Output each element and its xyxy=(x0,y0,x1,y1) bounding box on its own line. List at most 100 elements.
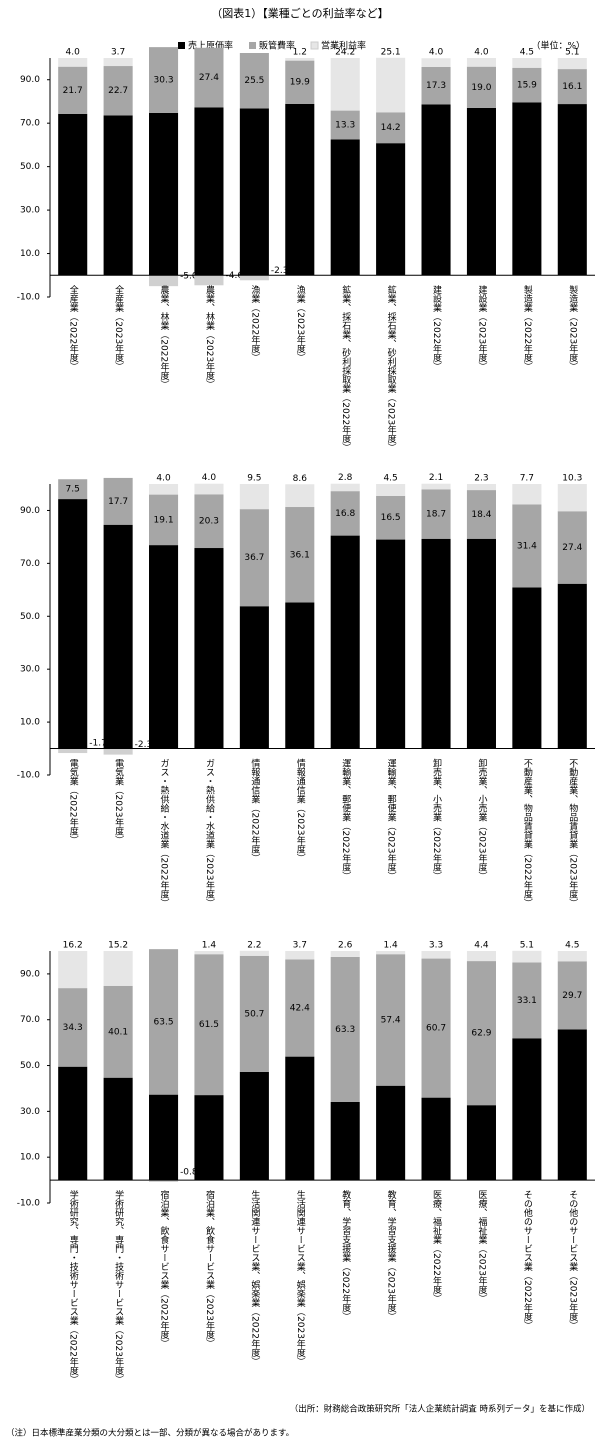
x-tick-label: その他のサービス業（2023年度） xyxy=(567,1190,578,1330)
value-label: 63.5 xyxy=(154,1017,174,1027)
bar-segment xyxy=(466,1105,496,1181)
bar-segment xyxy=(103,985,133,1078)
value-label: 49.5 xyxy=(63,1119,83,1129)
value-label: 4.5 xyxy=(520,48,534,58)
bar-segment xyxy=(466,538,496,749)
x-tick-label: 建設業（2022年度） xyxy=(431,284,442,371)
bar-segment xyxy=(512,58,542,68)
bar-segment xyxy=(512,504,542,588)
bar-segment xyxy=(103,477,133,525)
value-label: 61.5 xyxy=(199,1020,219,1030)
x-tick-label: 運輸業、郵便業（2023年度） xyxy=(386,758,397,880)
bar-segment xyxy=(330,491,360,536)
value-label: 60.7 xyxy=(426,1024,446,1034)
y-tick-label: 70.0 xyxy=(20,119,40,129)
x-tick-label: 情報通信業（2023年度） xyxy=(295,757,306,862)
value-label: 53.8 xyxy=(244,673,264,683)
legend-swatch xyxy=(249,42,257,49)
bar-segment xyxy=(239,509,269,607)
bar-segment xyxy=(149,112,179,276)
value-label: 4.0 xyxy=(66,48,81,58)
bar-segment xyxy=(557,511,587,584)
bar-segment xyxy=(285,602,315,749)
bar-segment xyxy=(330,535,360,749)
value-label: 60.8 xyxy=(381,205,401,215)
value-label: 77.0 xyxy=(471,187,491,197)
value-label: 4.0 xyxy=(202,473,217,483)
x-tick-label: 電気業（2022年度） xyxy=(68,758,79,844)
bar-segment xyxy=(239,275,269,281)
value-label: 4.0 xyxy=(156,474,171,484)
value-label: 2.8 xyxy=(338,473,353,483)
bar-segment xyxy=(149,484,179,495)
x-tick-label: 鉱業、採石業、砂利採取業（2023年度） xyxy=(386,284,397,452)
value-label: 15.2 xyxy=(108,941,128,951)
value-label: 36.0 xyxy=(426,1134,446,1144)
bar-segment xyxy=(557,583,587,749)
value-label: 7.7 xyxy=(520,474,534,484)
value-label: 27.4 xyxy=(199,73,219,83)
x-tick-label: 建設業（2023年度） xyxy=(476,284,487,371)
bar-segment xyxy=(466,58,496,67)
value-label: 24.2 xyxy=(335,48,355,58)
bar-segment xyxy=(421,489,451,539)
bar-segment xyxy=(376,112,406,144)
x-tick-label: 医療、福祉業（2023年度） xyxy=(476,1190,487,1303)
bar-segment xyxy=(285,959,315,1057)
bar-segment xyxy=(421,538,451,749)
value-label: 79.3 xyxy=(471,639,491,649)
bar-segment xyxy=(239,108,269,276)
value-label: 55.2 xyxy=(290,671,310,681)
bar-segment xyxy=(376,1085,406,1181)
bar-segment xyxy=(285,60,315,104)
x-tick-label: 卸売業、小売業（2022年度） xyxy=(431,757,442,880)
x-tick-label: 漁業（2022年度） xyxy=(249,284,260,362)
x-tick-label: 教育、学習支援業（2022年度） xyxy=(340,1189,351,1321)
value-label: 2.2 xyxy=(247,940,261,950)
value-label: 9.5 xyxy=(247,474,261,484)
value-label: 40.1 xyxy=(108,1027,128,1037)
x-tick-label: 製造業（2023年度） xyxy=(567,284,578,371)
x-tick-label: 全産業（2022年度） xyxy=(68,284,79,371)
bar-segment xyxy=(58,748,88,754)
bar-segment xyxy=(512,484,542,505)
x-tick-label: 農業、林業（2023年度） xyxy=(204,284,215,389)
value-label: 62.9 xyxy=(471,1029,491,1039)
bar-segment xyxy=(421,1097,451,1181)
x-tick-label: 卸売業、小売業（2023年度） xyxy=(476,757,487,880)
value-label: 25.5 xyxy=(244,76,264,86)
bar-segment xyxy=(330,139,360,276)
value-label: 79.3 xyxy=(426,639,446,649)
bar-segment xyxy=(194,47,224,108)
bar-segment xyxy=(421,958,451,1098)
value-label: 19.9 xyxy=(290,78,310,88)
value-label: 19.1 xyxy=(154,515,174,525)
bar-segment xyxy=(466,490,496,539)
value-label: 37.1 xyxy=(199,1133,219,1143)
bar-segment xyxy=(58,58,88,67)
value-label: 60.9 xyxy=(517,663,537,673)
value-label: 4.0 xyxy=(429,48,444,58)
x-tick-label: 教育、学習支援業（2023年度） xyxy=(386,1189,397,1321)
bar-segment xyxy=(285,507,315,603)
bar-segment xyxy=(466,484,496,491)
value-label: 16.8 xyxy=(335,509,355,519)
value-label: 4.4 xyxy=(474,941,489,951)
bar-segment xyxy=(149,949,179,1095)
y-tick-label: 10.0 xyxy=(20,249,40,259)
value-label: -1.7 xyxy=(89,739,107,749)
value-label: 16.2 xyxy=(63,941,83,951)
value-label: 16.1 xyxy=(562,82,582,92)
value-label: 79.0 xyxy=(381,640,401,650)
x-tick-label: 情報通信業（2022年度） xyxy=(249,757,260,862)
value-label: 65.8 xyxy=(562,1100,582,1110)
value-label: 3.7 xyxy=(293,941,307,951)
y-tick-label: 30.0 xyxy=(20,1107,40,1117)
bar-segment xyxy=(512,1038,542,1181)
bar-segment xyxy=(376,954,406,1086)
y-tick-label: 30.0 xyxy=(20,665,40,675)
value-label: 36.7 xyxy=(244,553,264,563)
value-label: 62.5 xyxy=(335,203,355,213)
value-label: 61.9 xyxy=(517,1105,537,1115)
bar-segment xyxy=(149,275,179,287)
